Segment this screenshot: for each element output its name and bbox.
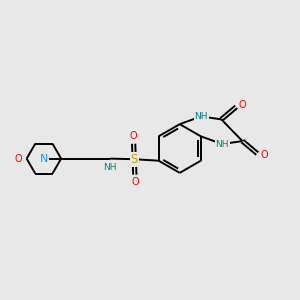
Text: NH: NH [103,163,117,172]
Text: O: O [129,131,137,141]
Text: NH: NH [194,112,208,121]
Text: O: O [132,177,139,187]
Text: S: S [130,153,138,166]
Text: O: O [260,150,268,160]
Text: O: O [14,154,22,164]
Text: NH: NH [215,140,229,148]
Text: O: O [239,100,247,110]
Text: N: N [40,154,48,164]
